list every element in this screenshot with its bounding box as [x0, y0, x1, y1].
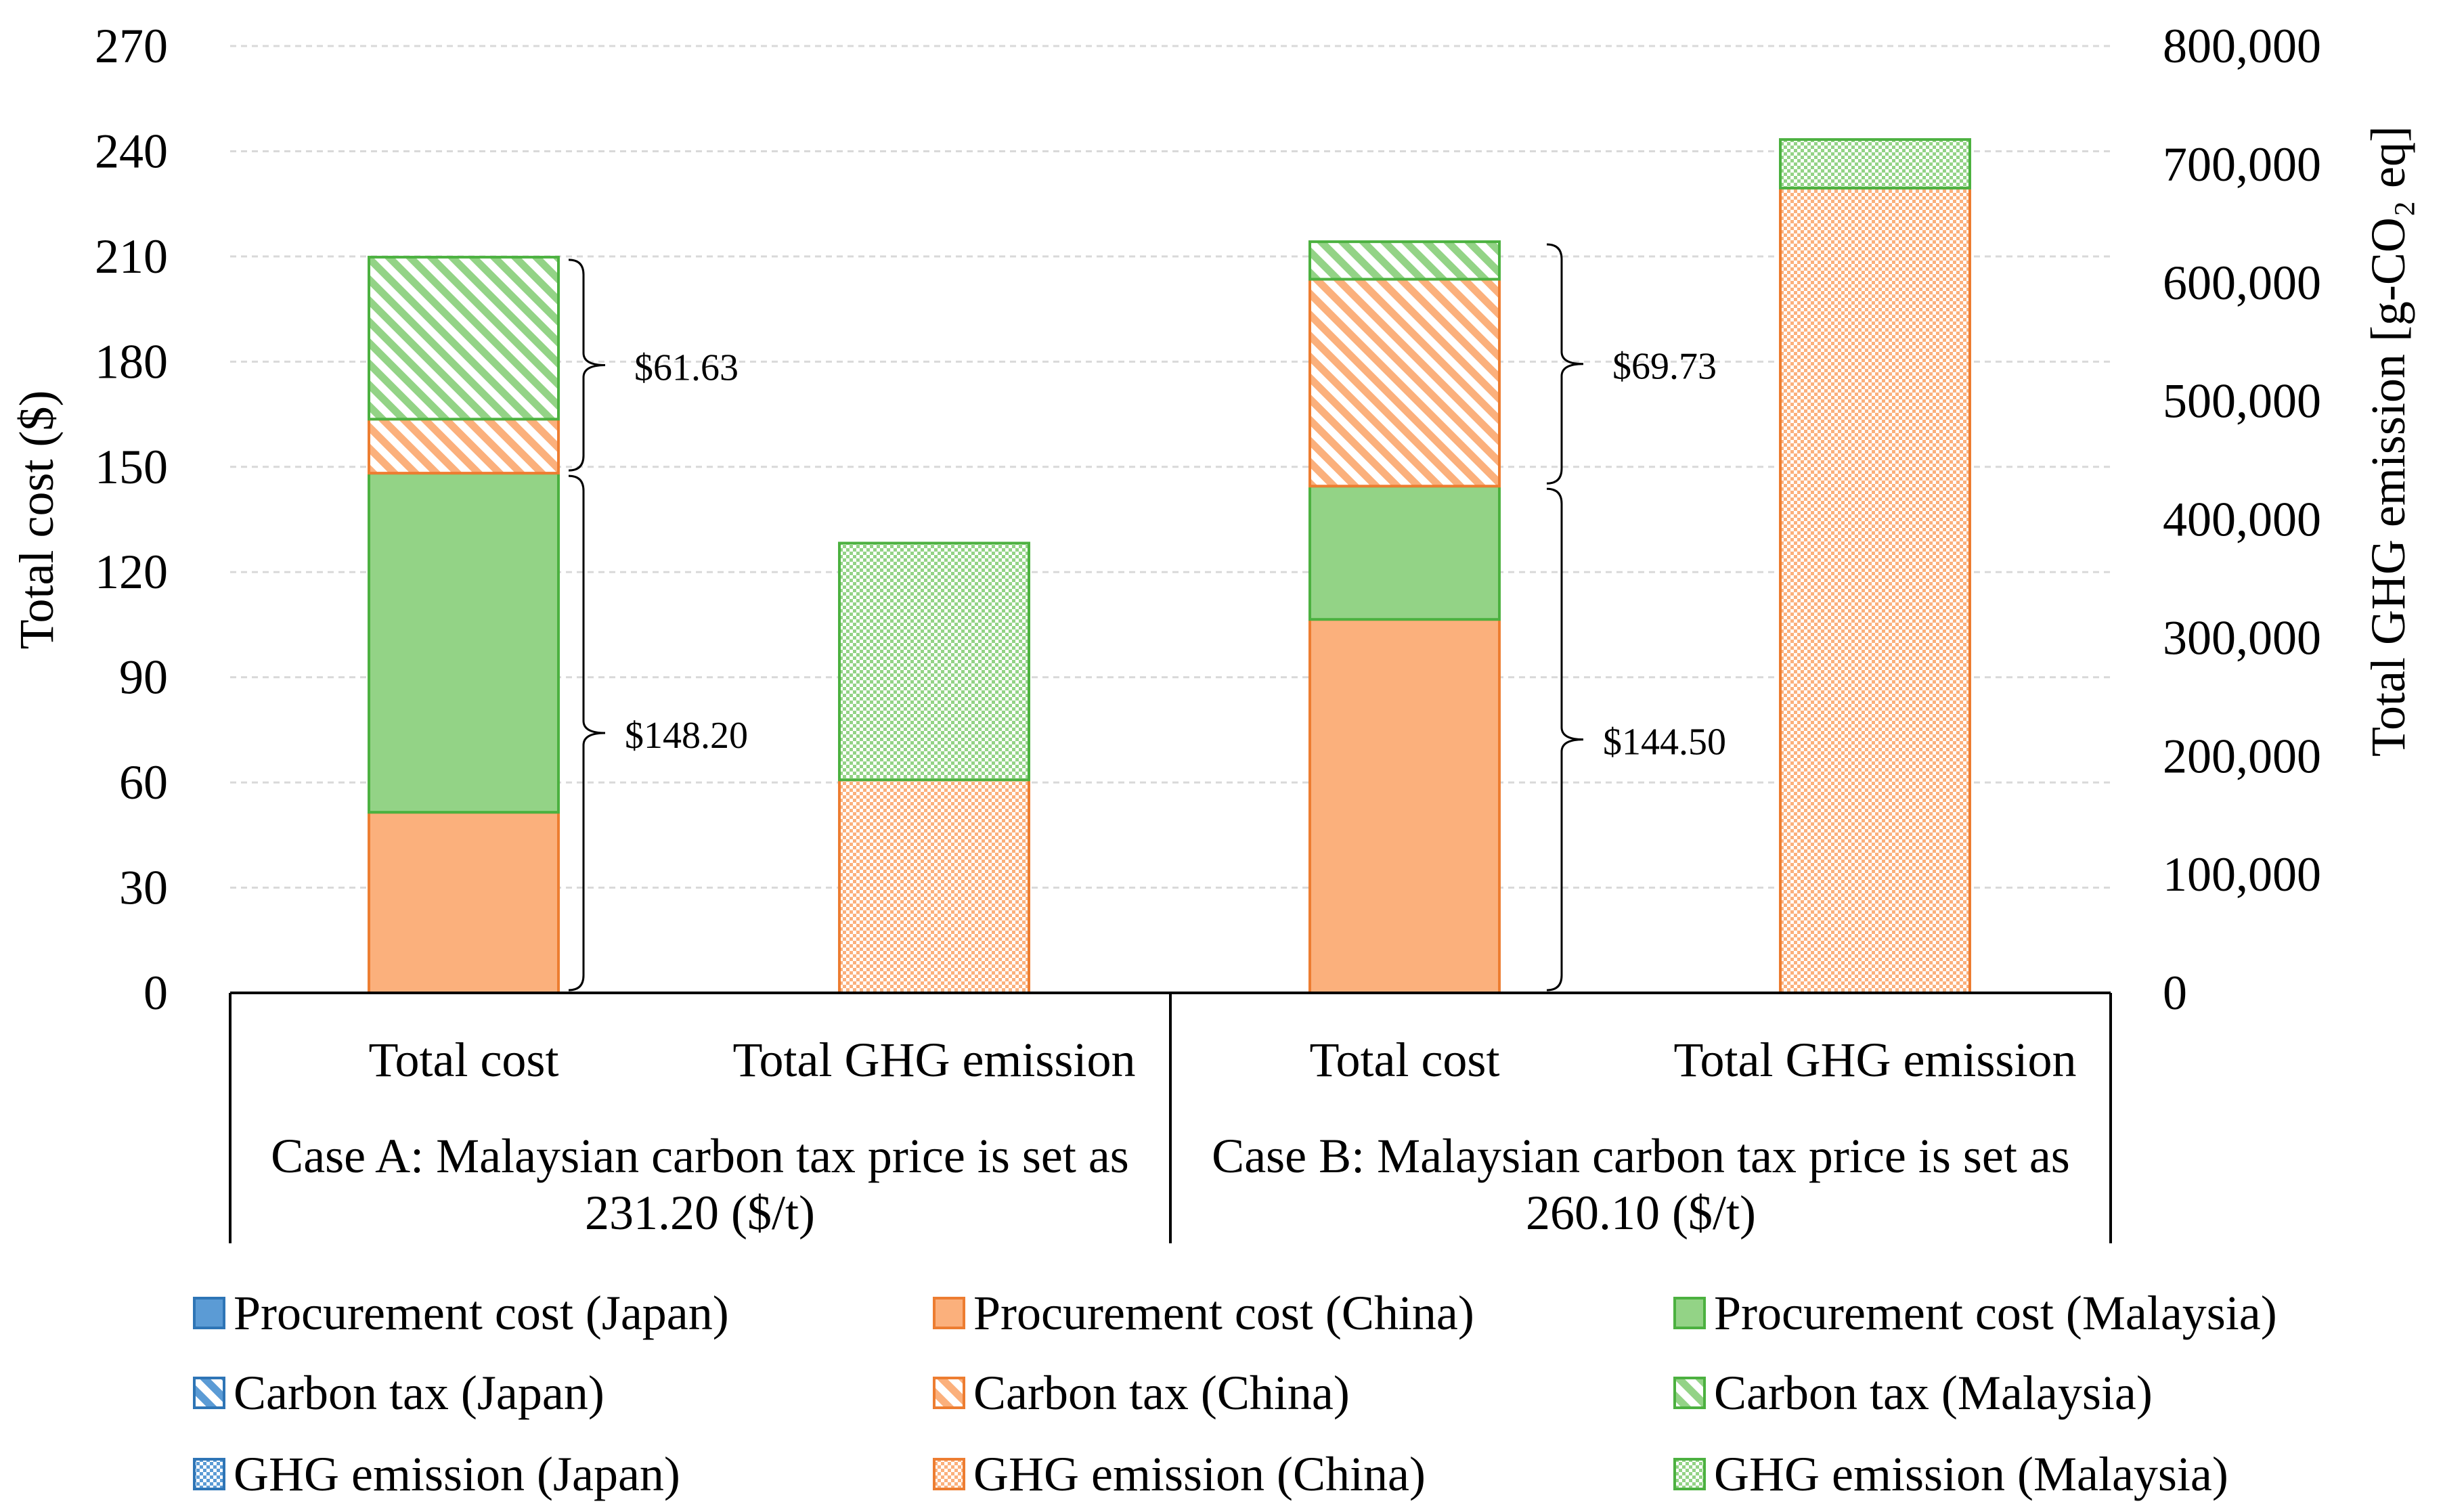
- axes: [229, 992, 2112, 1243]
- legend-swatch-ghg-emission-china: [933, 1458, 965, 1490]
- bar-segment-ghg-emission-china: [1779, 186, 1971, 995]
- legend-label: GHG emission (Malaysia): [1714, 1447, 2228, 1501]
- right-tick-label: 700,000: [2163, 137, 2321, 192]
- left-tick-label: 270: [95, 19, 168, 73]
- bar-segment-procurement-cost-china: [368, 811, 560, 994]
- right-tick-label: 300,000: [2163, 610, 2321, 665]
- bar-segment-ghg-emission-china: [838, 778, 1030, 994]
- right-axis-title: Total GHG emission [g-CO₂ eq]: [2361, 126, 2415, 757]
- bar-segment-procurement-cost-china: [1308, 618, 1501, 994]
- left-tick-label: 30: [119, 861, 168, 915]
- right-tick-label: 400,000: [2163, 493, 2321, 547]
- bracket-annotation: $144.50: [1603, 721, 1726, 763]
- legend: Procurement cost (Japan) Procurement cost…: [193, 1286, 2277, 1501]
- left-tick-label: 150: [95, 440, 168, 494]
- legend-swatch-procurement-cost-malaysia: [1673, 1297, 1706, 1329]
- legend-label: GHG emission (Japan): [234, 1447, 680, 1501]
- legend-label: Carbon tax (Japan): [234, 1366, 604, 1420]
- category-label: Total cost: [369, 1033, 559, 1087]
- annotation-brackets: $148.20 $61.63 $144.50 $69.73: [568, 243, 1726, 992]
- left-tick-label: 180: [95, 334, 168, 388]
- left-tick-label: 240: [95, 124, 168, 178]
- curly-bracket: [568, 259, 606, 472]
- legend-swatch-ghg-emission-malaysia: [1673, 1458, 1706, 1490]
- legend-swatch-carbon-tax-japan: [193, 1377, 225, 1409]
- legend-swatch-procurement-cost-japan: [193, 1297, 225, 1329]
- curly-bracket: [1546, 487, 1584, 992]
- bar-segment-carbon-tax-china: [1308, 277, 1501, 488]
- legend-label: Carbon tax (Malaysia): [1714, 1366, 2153, 1420]
- curly-bracket: [568, 474, 606, 992]
- legend-label: Procurement cost (China): [973, 1286, 1474, 1340]
- right-tick-label: 800,000: [2163, 19, 2321, 73]
- left-axis-title: Total cost ($): [9, 391, 64, 650]
- bar-segment-procurement-cost-malaysia: [368, 472, 560, 814]
- group-label: Case B: Malaysian carbon tax price is se…: [1212, 1129, 2070, 1183]
- legend-label: Carbon tax (China): [973, 1366, 1350, 1420]
- category-label: Total GHG emission: [1674, 1033, 2077, 1087]
- bar-segment-procurement-cost-malaysia: [1308, 485, 1501, 621]
- group-label: 231.20 ($/t): [585, 1186, 815, 1240]
- right-tick-label: 200,000: [2163, 729, 2321, 783]
- category-labels: Total cost Total GHG emission Total cost To…: [369, 1033, 2077, 1087]
- legend-label: Procurement cost (Japan): [234, 1286, 729, 1340]
- left-tick-label: 60: [119, 755, 168, 809]
- legend-swatch-ghg-emission-japan: [193, 1458, 225, 1490]
- bar-segment-ghg-emission-malaysia: [838, 541, 1030, 782]
- left-tick-label: 120: [95, 545, 168, 599]
- right-tick-label: 0: [2163, 966, 2187, 1020]
- legend-label: Procurement cost (Malaysia): [1714, 1286, 2277, 1340]
- right-tick-label: 600,000: [2163, 256, 2321, 310]
- bracket-annotation: $148.20: [625, 715, 748, 757]
- left-tick-label: 210: [95, 229, 168, 284]
- right-tick-label: 500,000: [2163, 374, 2321, 428]
- bar-segment-carbon-tax-china: [368, 418, 560, 475]
- legend-swatch-carbon-tax-china: [933, 1377, 965, 1409]
- group-label: 260.10 ($/t): [1526, 1186, 1756, 1240]
- group-label: Case A: Malaysian carbon tax price is se…: [271, 1129, 1129, 1183]
- group-labels: Case A: Malaysian carbon tax price is se…: [271, 1129, 2070, 1240]
- category-label: Total cost: [1310, 1033, 1500, 1087]
- legend-label: GHG emission (China): [973, 1447, 1426, 1501]
- category-label: Total GHG emission: [733, 1033, 1136, 1087]
- legend-swatch-procurement-cost-china: [933, 1297, 965, 1329]
- bracket-annotation: $69.73: [1612, 346, 1717, 388]
- legend-swatch-carbon-tax-malaysia: [1673, 1377, 1706, 1409]
- left-axis-ticks: 0 30 60 90 120 150 180 210 240 270: [95, 19, 168, 1020]
- bar-segment-ghg-emission-malaysia: [1779, 138, 1971, 190]
- bars: [368, 138, 1971, 995]
- left-tick-label: 90: [119, 650, 168, 705]
- bar-segment-carbon-tax-malaysia: [368, 255, 560, 421]
- bracket-annotation: $61.63: [634, 347, 739, 389]
- curly-bracket: [1546, 243, 1584, 485]
- left-tick-label: 0: [144, 966, 168, 1020]
- bar-segment-carbon-tax-malaysia: [1308, 240, 1501, 281]
- right-axis-ticks: 0 100,000 200,000 300,000 400,000 500,000 600,…: [2163, 19, 2321, 1020]
- right-tick-label: 100,000: [2163, 847, 2321, 902]
